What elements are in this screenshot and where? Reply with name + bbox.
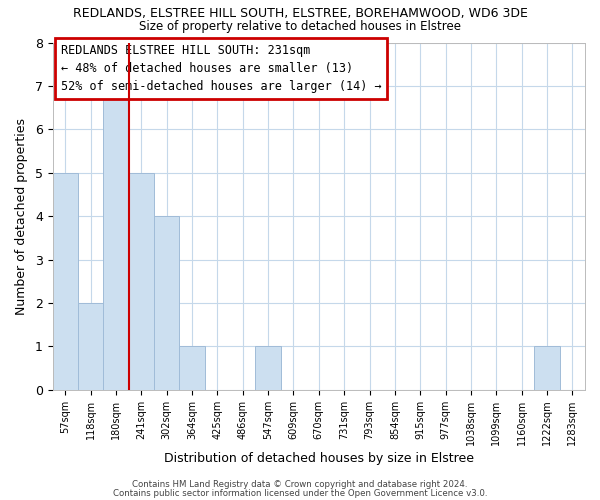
Text: Size of property relative to detached houses in Elstree: Size of property relative to detached ho… bbox=[139, 20, 461, 33]
Text: Contains HM Land Registry data © Crown copyright and database right 2024.: Contains HM Land Registry data © Crown c… bbox=[132, 480, 468, 489]
Bar bbox=[154, 216, 179, 390]
Bar bbox=[129, 172, 154, 390]
Bar bbox=[78, 303, 103, 390]
Bar bbox=[179, 346, 205, 390]
Text: REDLANDS ELSTREE HILL SOUTH: 231sqm
← 48% of detached houses are smaller (13)
52: REDLANDS ELSTREE HILL SOUTH: 231sqm ← 48… bbox=[61, 44, 381, 93]
Bar bbox=[103, 86, 129, 390]
Bar bbox=[256, 346, 281, 390]
Y-axis label: Number of detached properties: Number of detached properties bbox=[15, 118, 28, 314]
Bar bbox=[535, 346, 560, 390]
Bar bbox=[53, 172, 78, 390]
Text: Contains public sector information licensed under the Open Government Licence v3: Contains public sector information licen… bbox=[113, 488, 487, 498]
Text: REDLANDS, ELSTREE HILL SOUTH, ELSTREE, BOREHAMWOOD, WD6 3DE: REDLANDS, ELSTREE HILL SOUTH, ELSTREE, B… bbox=[73, 8, 527, 20]
X-axis label: Distribution of detached houses by size in Elstree: Distribution of detached houses by size … bbox=[164, 452, 474, 465]
